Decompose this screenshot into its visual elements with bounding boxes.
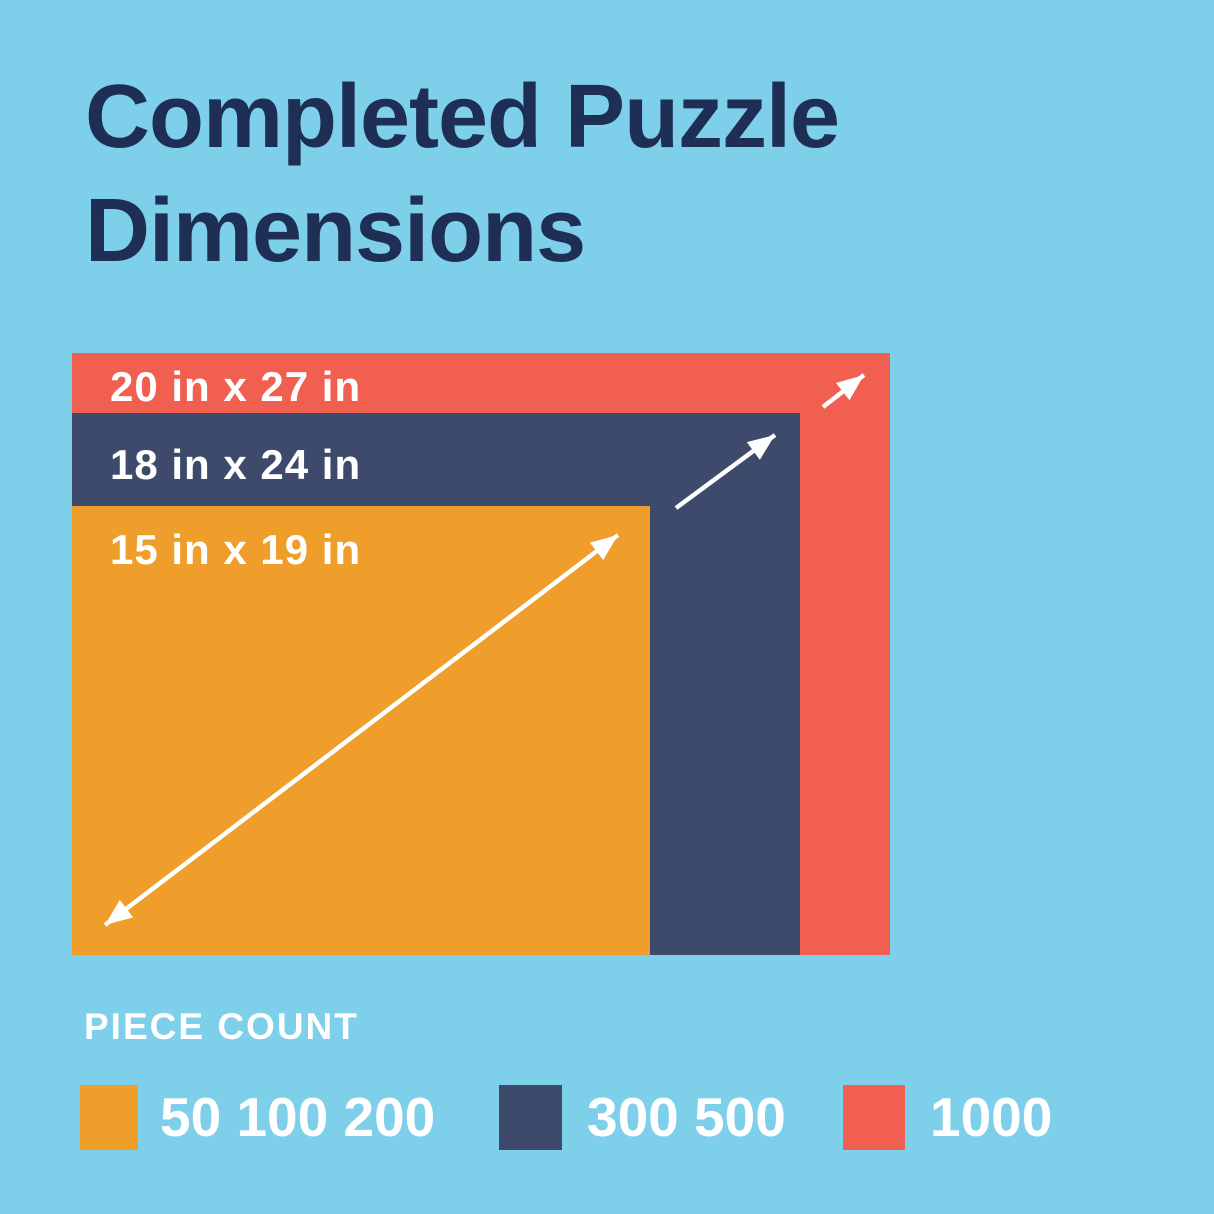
size-label-300-500-pieces: 18 in x 24 in <box>110 441 362 488</box>
legend-title: PIECE COUNT <box>84 1006 359 1047</box>
legend-label-50-100-200: 50 100 200 <box>160 1086 436 1148</box>
page-title-line2: Dimensions <box>85 181 586 281</box>
legend-label-1000: 1000 <box>930 1086 1053 1148</box>
legend-swatch-300-500 <box>499 1085 562 1150</box>
page-title-line1: Completed Puzzle <box>85 67 840 167</box>
legend-swatch-50-100-200 <box>80 1085 138 1150</box>
legend-label-300-500: 300 500 <box>587 1086 786 1148</box>
size-label-50-100-200-pieces: 15 in x 19 in <box>110 526 362 573</box>
size-label-1000-pieces: 20 in x 27 in <box>110 363 362 410</box>
legend-swatch-1000 <box>843 1085 905 1150</box>
page-title: Completed Puzzle Dimensions <box>85 60 840 288</box>
size-rect-50-100-200-pieces: 15 in x 19 in <box>72 506 650 955</box>
